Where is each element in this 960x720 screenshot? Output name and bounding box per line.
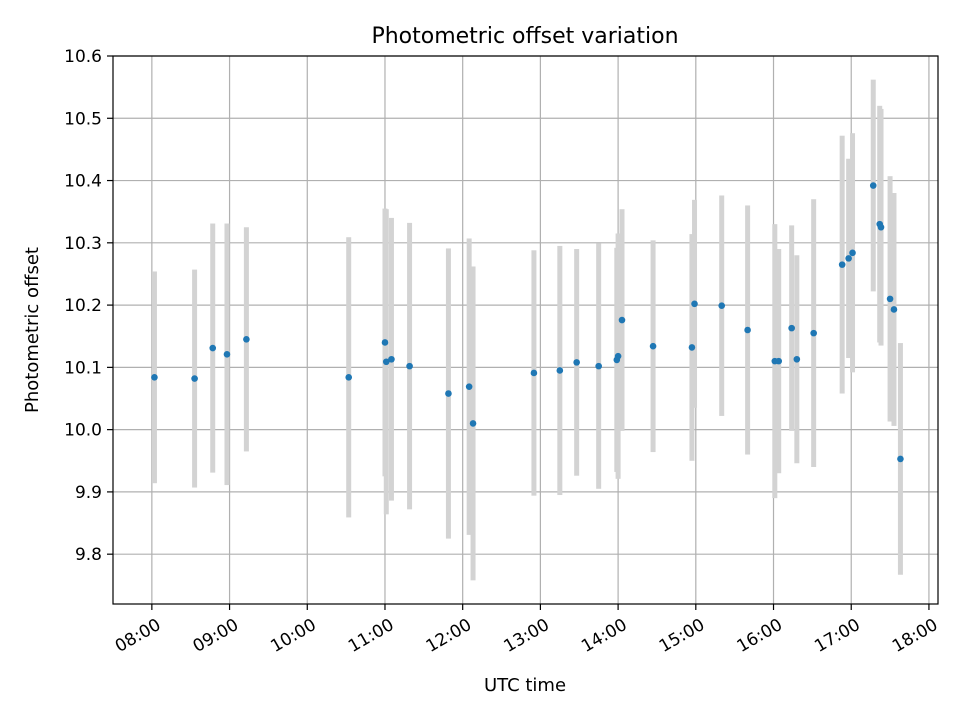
data-point bbox=[897, 455, 904, 463]
data-point bbox=[381, 339, 389, 346]
data-point bbox=[556, 367, 564, 374]
data-point bbox=[877, 223, 885, 231]
data-point bbox=[890, 306, 898, 313]
data-point bbox=[151, 374, 158, 381]
data-point bbox=[691, 300, 698, 308]
data-point bbox=[849, 249, 856, 257]
y-tick-label: 10.5 bbox=[64, 109, 102, 129]
y-tick-label: 9.9 bbox=[75, 483, 102, 503]
data-point bbox=[869, 182, 877, 189]
y-tick-label: 10.3 bbox=[64, 234, 102, 254]
data-point bbox=[614, 352, 622, 360]
data-point bbox=[810, 329, 817, 337]
data-point bbox=[788, 324, 795, 332]
data-point bbox=[191, 375, 198, 382]
y-tick-label: 10.2 bbox=[64, 296, 102, 316]
data-point bbox=[649, 342, 657, 350]
data-point bbox=[406, 362, 413, 370]
data-point bbox=[688, 344, 696, 351]
plot-frame bbox=[112, 55, 939, 605]
data-point bbox=[775, 357, 782, 365]
data-point bbox=[465, 383, 473, 390]
data-point bbox=[223, 350, 231, 358]
x-axis-label: UTC time bbox=[484, 675, 566, 696]
data-point bbox=[595, 362, 602, 370]
y-tick-label: 9.8 bbox=[75, 545, 102, 565]
y-tick-label: 10.1 bbox=[64, 358, 102, 378]
data-point bbox=[793, 355, 801, 363]
data-point bbox=[209, 344, 217, 352]
data-point bbox=[618, 316, 626, 324]
data-point bbox=[382, 358, 390, 366]
data-point bbox=[530, 369, 538, 377]
chart-title: Photometric offset variation bbox=[371, 24, 678, 49]
data-points bbox=[151, 182, 904, 463]
data-point bbox=[345, 374, 353, 381]
data-point bbox=[243, 336, 250, 343]
data-point bbox=[886, 295, 894, 303]
data-point bbox=[744, 326, 751, 334]
y-tick-label: 10.4 bbox=[64, 172, 102, 192]
data-point bbox=[838, 261, 846, 268]
data-point bbox=[845, 255, 852, 262]
y-axis-label: Photometric offset bbox=[22, 247, 43, 413]
y-tick-label: 10.0 bbox=[64, 421, 102, 441]
data-point bbox=[445, 390, 452, 397]
data-point bbox=[718, 302, 726, 310]
data-point bbox=[469, 420, 477, 427]
data-point bbox=[573, 359, 580, 366]
y-tick-label: 10.6 bbox=[64, 47, 102, 67]
data-point bbox=[388, 355, 395, 363]
